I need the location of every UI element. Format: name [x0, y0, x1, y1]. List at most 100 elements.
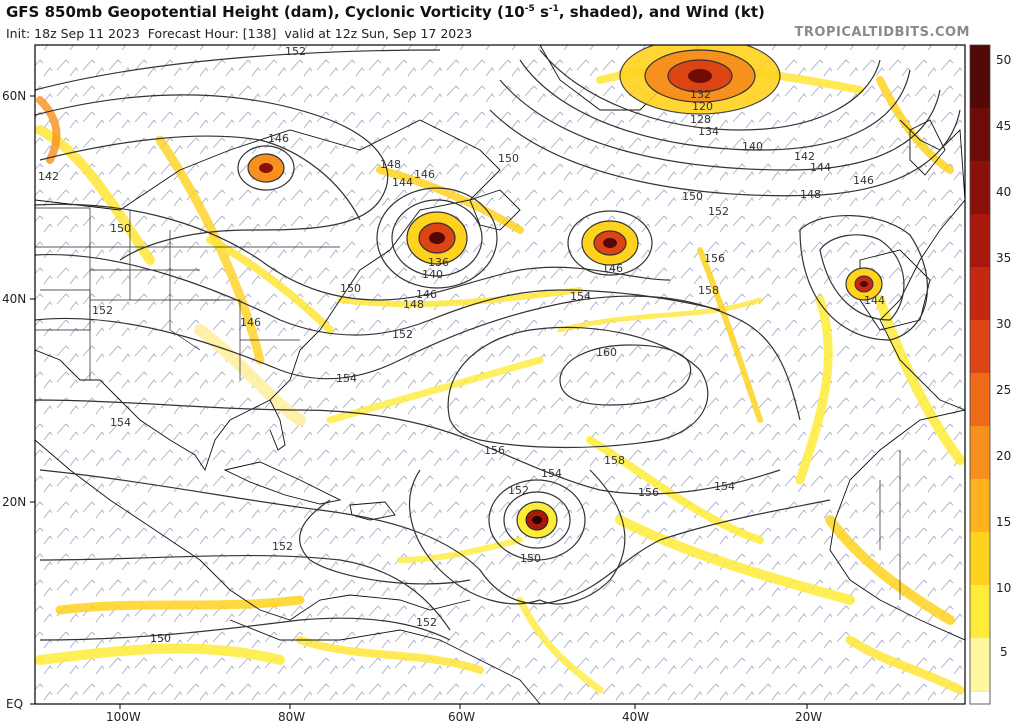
- north-america-coast: [35, 119, 501, 472]
- contour-label: 154: [336, 372, 357, 385]
- low-iceland: [619, 45, 781, 115]
- contour-label: 146: [414, 168, 435, 181]
- title-exponent: -5: [524, 4, 535, 14]
- colorbar-tick: 40: [996, 185, 1011, 199]
- contour-label: 160: [596, 346, 617, 359]
- low-iberia: [845, 267, 883, 301]
- map-title: GFS 850mb Geopotential Height (dam), Cyc…: [6, 3, 765, 21]
- contour-label: 150: [150, 632, 171, 645]
- contour-label: 146: [602, 262, 623, 275]
- lon-label-100w: 100W: [106, 710, 141, 724]
- colorbar-tick: 45: [996, 119, 1011, 133]
- title-main: GFS 850mb Geopotential Height (dam), Cyc…: [6, 3, 525, 21]
- contour-label: 132: [690, 88, 711, 101]
- colorbar-tick: 20: [996, 449, 1011, 463]
- contour-label: 140: [742, 140, 763, 153]
- contour-label: 120: [692, 100, 713, 113]
- contour-label: 144: [810, 161, 831, 174]
- contour-label: 142: [794, 150, 815, 163]
- contour-label: 156: [638, 486, 659, 499]
- hurricane-tropical: [488, 479, 586, 561]
- map-border: [34, 44, 966, 705]
- title-unit: s: [534, 3, 549, 21]
- longitude-axis: 100W 80W 60W 40W 20W: [106, 704, 822, 724]
- forecast-hour: Forecast Hour: [138]: [147, 26, 277, 41]
- contour-label: 148: [403, 298, 424, 311]
- contour-label: 154: [714, 480, 735, 493]
- map-frame-area: 152 142 146 148 146 144 150 150 152 146 …: [35, 45, 965, 704]
- header: GFS 850mb Geopotential Height (dam), Cyc…: [0, 0, 1024, 44]
- contour-label: 144: [392, 176, 413, 189]
- valid-time: valid at 12z Sun, Sep 17 2023: [284, 26, 473, 41]
- contour-label: 154: [541, 467, 562, 480]
- contour-label: 140: [422, 268, 443, 281]
- colorbar: 50 45 40 35 30 25 20 15 10 5: [969, 44, 1011, 705]
- colorbar-tick: 5: [1000, 645, 1008, 659]
- latitude-axis: 60N 40N 20N EQ: [2, 89, 35, 711]
- florida-coast: [269, 399, 286, 451]
- vorticity-shading: [35, 65, 965, 695]
- contour-label: 146: [240, 316, 261, 329]
- lat-label-20n: 20N: [2, 495, 26, 509]
- lon-label-20w: 20W: [795, 710, 822, 724]
- contour-label: 146: [416, 288, 437, 301]
- contour-label: 150: [110, 222, 131, 235]
- contour-label: 156: [484, 444, 505, 457]
- contour-label: 146: [268, 132, 289, 145]
- colorbar-tick: 10: [996, 581, 1011, 595]
- lat-label-eq: EQ: [6, 697, 23, 711]
- title-exponent-2: -1: [548, 4, 559, 14]
- contour-label: 148: [380, 158, 401, 171]
- contour-labels: 152 142 146 148 146 144 150 150 152 146 …: [38, 45, 885, 645]
- contour-label: 150: [498, 152, 519, 165]
- south-america-coast: [229, 619, 541, 704]
- hispaniola: [349, 501, 396, 521]
- contour-label: 136: [428, 256, 449, 269]
- contour-label: 152: [708, 205, 729, 218]
- contour-label: 150: [682, 190, 703, 203]
- contour-label: 142: [38, 170, 59, 183]
- lon-label-80w: 80W: [278, 710, 305, 724]
- lat-label-40n: 40N: [2, 292, 26, 306]
- contour-label: 134: [698, 125, 719, 138]
- contour-label: 150: [520, 552, 541, 565]
- contour-label: 152: [92, 304, 113, 317]
- contour-label: 144: [864, 294, 885, 307]
- colorbar-tick: 25: [996, 383, 1011, 397]
- low-central-atlantic: [567, 210, 653, 276]
- contour-label: 158: [698, 284, 719, 297]
- gulf-coast: [35, 439, 471, 621]
- contour-label: 152: [508, 484, 529, 497]
- contour-label: 148: [800, 188, 821, 201]
- contour-label: 154: [110, 416, 131, 429]
- height-contours: [35, 49, 961, 641]
- contour-label: 156: [704, 252, 725, 265]
- colorbar-tick: 50: [996, 53, 1011, 67]
- contour-label: 152: [285, 45, 306, 58]
- political-borders: [35, 207, 901, 600]
- newfoundland: [469, 189, 521, 231]
- contour-label: 146: [853, 174, 874, 187]
- contour-label: 152: [272, 540, 293, 553]
- contour-label: 154: [570, 290, 591, 303]
- contour-label: 128: [690, 113, 711, 126]
- init-time: Init: 18z Sep 11 2023: [6, 26, 140, 41]
- low-great-lakes: [237, 145, 295, 191]
- lon-label-40w: 40W: [622, 710, 649, 724]
- low-newfoundland: [376, 187, 498, 289]
- colorbar-tick: 35: [996, 251, 1011, 265]
- africa-coast: [829, 409, 965, 641]
- contour-label: 152: [392, 328, 413, 341]
- title-tail: , shaded), and Wind (kt): [558, 3, 765, 21]
- contour-label: 158: [604, 454, 625, 467]
- contour-label: 150: [340, 282, 361, 295]
- map-subtitle: Init: 18z Sep 11 2023 Forecast Hour: [13…: [6, 26, 472, 41]
- contour-label: 152: [416, 616, 437, 629]
- colorbar-tick: 30: [996, 317, 1011, 331]
- colorbar-tick: 15: [996, 515, 1011, 529]
- cuba: [223, 461, 342, 505]
- brand-watermark: TROPICALTIDBITS.COM: [794, 25, 970, 40]
- low-centers: [237, 45, 883, 561]
- lon-label-60w: 60W: [448, 710, 475, 724]
